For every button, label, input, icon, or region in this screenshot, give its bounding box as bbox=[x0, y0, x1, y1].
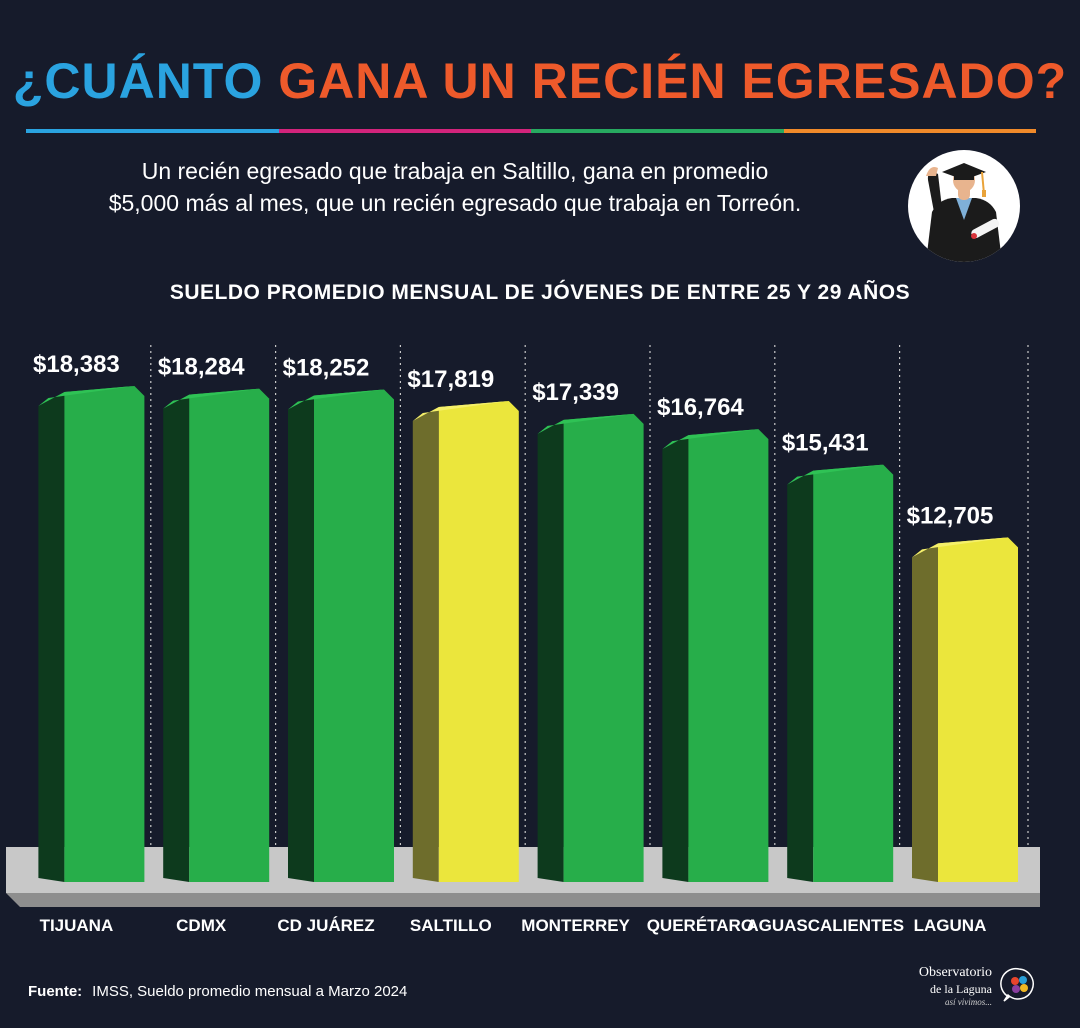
data-label-7: $15,431 bbox=[782, 430, 869, 457]
bar-4 bbox=[438, 401, 519, 882]
category-label-6: QUERÉTARO bbox=[646, 916, 755, 935]
intro-text: Un recién egresado que trabaja en Saltil… bbox=[30, 155, 880, 219]
title-part-1: ¿CUÁNTO bbox=[12, 53, 264, 109]
bar-top-2 bbox=[163, 388, 260, 409]
data-label-5: $17,339 bbox=[532, 379, 619, 406]
source-note: Fuente: IMSS, Sueldo promedio mensual a M… bbox=[28, 983, 407, 1000]
title-part-2: GANA UN bbox=[278, 53, 517, 109]
underline-segment-4 bbox=[783, 129, 1036, 133]
logo-line-3: así vivimos... bbox=[945, 997, 992, 1007]
logo-line-1: Observatorio bbox=[918, 965, 992, 980]
bar-top-6 bbox=[662, 429, 759, 450]
data-label-8: $12,705 bbox=[907, 502, 994, 529]
bar-8 bbox=[938, 537, 1018, 882]
category-label-4: SALTILLO bbox=[409, 916, 492, 935]
bar-side-3 bbox=[288, 395, 314, 882]
bar-7 bbox=[813, 464, 894, 882]
bar-3 bbox=[314, 389, 394, 882]
bar-side-2 bbox=[163, 394, 190, 882]
bar-side-7 bbox=[787, 470, 814, 882]
bar-side-5 bbox=[537, 419, 564, 882]
bar-5 bbox=[563, 413, 644, 882]
category-label-3: CD JUÁREZ bbox=[277, 916, 375, 935]
bar-6 bbox=[688, 429, 769, 882]
underline-segment-3 bbox=[531, 129, 784, 133]
chart-title: SUELDO PROMEDIO MENSUAL DE JÓVENES DE EN… bbox=[169, 281, 911, 304]
speech-bubble-icon bbox=[1000, 967, 1034, 1002]
title-underline bbox=[26, 129, 1036, 133]
data-label-6: $16,764 bbox=[657, 394, 744, 421]
observatorio-logo: Observatorio de la Laguna así vivimos... bbox=[918, 963, 1050, 1013]
bar-top-4 bbox=[412, 401, 509, 422]
source-label: Fuente: bbox=[28, 983, 83, 1000]
logo-line-2: de la Laguna bbox=[930, 982, 992, 996]
bar-top-7 bbox=[787, 464, 884, 485]
data-label-2: $18,284 bbox=[158, 354, 245, 381]
category-label-1: TIJUANA bbox=[39, 916, 114, 935]
underline-segment-1 bbox=[26, 129, 279, 133]
bar-2 bbox=[189, 388, 270, 882]
bar-top-8 bbox=[912, 537, 1008, 558]
bar-side-6 bbox=[662, 435, 689, 882]
source-text: IMSS, Sueldo promedio mensual a Marzo 20… bbox=[92, 983, 408, 1000]
bar-top-1 bbox=[38, 386, 135, 406]
underline-segment-2 bbox=[278, 129, 531, 133]
bar-side-8 bbox=[912, 543, 938, 882]
bar-side-1 bbox=[38, 392, 65, 882]
graduate-icon bbox=[926, 163, 1002, 262]
title-part-3: RECIÉN EGRESADO? bbox=[531, 53, 1068, 109]
bar-top-3 bbox=[288, 389, 384, 410]
bar-1 bbox=[64, 386, 145, 882]
data-label-4: $17,819 bbox=[407, 366, 494, 393]
page-title: ¿CUÁNTO GANA UN RECIÉN EGRESADO? bbox=[0, 52, 1080, 110]
category-label-7: AGUASCALIENTES bbox=[746, 916, 905, 935]
chart-floor bbox=[6, 847, 1040, 893]
category-label-8: LAGUNA bbox=[913, 916, 987, 935]
chart-floor-edge bbox=[6, 893, 1040, 907]
bar-side-4 bbox=[412, 407, 439, 882]
data-label-3: $18,252 bbox=[283, 354, 370, 381]
data-label-1: $18,383 bbox=[33, 351, 120, 378]
graduate-illustration bbox=[908, 150, 1020, 262]
bar-top-5 bbox=[537, 413, 634, 434]
intro-line-1: Un recién egresado que trabaja en Saltil… bbox=[141, 158, 769, 184]
category-label-2: CDMX bbox=[176, 916, 227, 935]
intro-line-2: $5,000 más al mes, que un recién egresad… bbox=[108, 190, 802, 216]
category-label-5: MONTERREY bbox=[521, 916, 630, 935]
